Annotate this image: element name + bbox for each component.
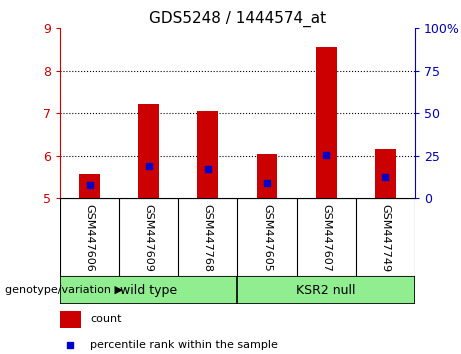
Text: count: count [90, 314, 121, 324]
Bar [316, 47, 337, 198]
Text: GSM447609: GSM447609 [144, 205, 154, 272]
Bar [60, 276, 237, 304]
Bar [197, 111, 218, 198]
Bar [257, 154, 278, 198]
Text: GSM447768: GSM447768 [203, 205, 213, 273]
Title: GDS5248 / 1444574_at: GDS5248 / 1444574_at [149, 11, 326, 27]
Text: KSR2 null: KSR2 null [296, 284, 356, 297]
Text: GSM447749: GSM447749 [380, 205, 390, 273]
Text: GSM447605: GSM447605 [262, 205, 272, 272]
Text: wild type: wild type [120, 284, 177, 297]
Bar [237, 276, 415, 304]
Bar [138, 104, 159, 198]
Text: GSM447606: GSM447606 [84, 205, 95, 272]
Bar [375, 149, 396, 198]
Text: GSM447607: GSM447607 [321, 205, 331, 272]
Bar [60, 311, 81, 328]
Text: percentile rank within the sample: percentile rank within the sample [90, 340, 278, 350]
Bar [79, 173, 100, 198]
Text: genotype/variation ▶: genotype/variation ▶ [5, 285, 123, 295]
